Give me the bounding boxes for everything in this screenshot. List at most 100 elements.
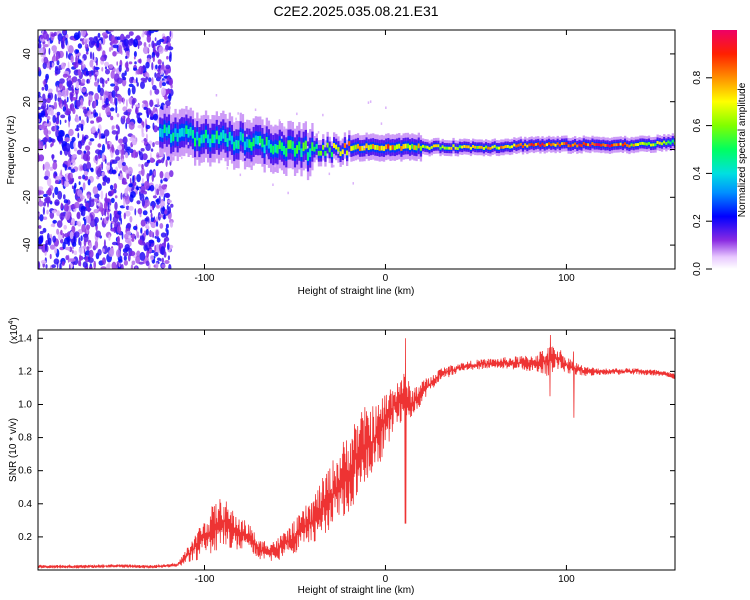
heatmap-cell: [106, 177, 111, 184]
heatmap-cell: [267, 140, 271, 149]
heatmap-cell: [135, 77, 138, 84]
heatmap-cell: [153, 170, 156, 176]
heatmap-cell: [60, 229, 63, 236]
heatmap-cell: [106, 208, 109, 215]
heatmap-cell: [56, 85, 59, 93]
heatmap-cell: [159, 128, 162, 137]
heatmap-cell: [65, 255, 69, 261]
heatmap-cell: [69, 140, 75, 150]
heatmap-cell: [42, 137, 48, 143]
heatmap-cell: [439, 146, 442, 150]
heatmap-cell: [187, 142, 189, 145]
heatmap-cell: [87, 216, 91, 224]
heatmap-cell: [90, 111, 93, 115]
heatmap-cell: [76, 221, 79, 226]
heatmap-cell: [122, 106, 128, 112]
heatmap-cell: [567, 144, 570, 148]
heatmap-cell: [400, 146, 403, 151]
heatmap-cell: [160, 232, 167, 238]
heatmap-cell: [64, 119, 67, 124]
heatmap-cell: [108, 234, 111, 241]
heatmap-cell: [278, 140, 281, 150]
heatmap-cell: [328, 172, 331, 176]
heatmap-cell: [424, 145, 427, 149]
heatmap-cell: [125, 34, 131, 39]
heatmap-cell: [422, 144, 425, 148]
heatmap-cell: [155, 262, 159, 269]
heatmap-cell: [93, 260, 96, 269]
heatmap-cell: [67, 45, 74, 54]
heatmap-cell: [458, 145, 462, 149]
snr-series-line: [38, 334, 675, 569]
colorbar-ticks: 0.0 0.2 0.4 0.6 0.8: [692, 70, 712, 276]
heatmap-cell: [272, 145, 275, 155]
heatmap-cell: [165, 89, 171, 95]
heatmap-cell: [85, 39, 87, 48]
heatmap-cell: [42, 163, 45, 171]
heatmap-cell: [578, 143, 581, 147]
heatmap-cell: [57, 33, 63, 42]
heatmap-cell: [127, 108, 132, 113]
heatmap-cell: [137, 124, 143, 129]
heatmap-cell: [168, 79, 173, 86]
heatmap-cell: [151, 40, 155, 49]
heatmap-cell: [428, 147, 431, 150]
heatmap-cell: [38, 112, 44, 117]
heatmap-cell: [110, 115, 114, 121]
heatmap-cell: [259, 143, 261, 146]
heatmap-cell: [116, 77, 123, 84]
heatmap-cell: [50, 143, 53, 148]
heatmap-cell: [172, 132, 175, 142]
heatmap-cell: [441, 145, 444, 149]
heatmap-cell: [140, 148, 145, 152]
heatmap-cell: [141, 167, 145, 177]
heatmap-cell: [52, 138, 56, 143]
heatmap-cell: [73, 256, 79, 266]
heatmap-cell: [158, 195, 161, 204]
heatmap-cell: [645, 142, 648, 146]
heatmap-cell: [68, 166, 72, 170]
heatmap-cell: [132, 175, 135, 184]
heatmap-cell: [595, 143, 598, 146]
heatmap-cell: [591, 142, 594, 145]
heatmap-cell: [118, 173, 120, 177]
spectrogram-x-tick-label: 0: [383, 273, 389, 284]
heatmap-cell: [250, 142, 253, 151]
colorbar-gradient: [712, 30, 737, 269]
colorbar: 0.0 0.2 0.4 0.6 0.8 Normalized spectral ampl…: [692, 30, 748, 276]
heatmap-cell: [128, 38, 134, 46]
heatmap-cell: [115, 156, 121, 162]
heatmap-cell: [64, 110, 71, 116]
heatmap-cell: [593, 143, 596, 147]
heatmap-cell: [163, 195, 165, 202]
heatmap-cell: [105, 192, 108, 202]
heatmap-cell: [181, 127, 184, 137]
heatmap-cell: [391, 145, 394, 150]
heatmap-cell: [109, 213, 112, 222]
heatmap-cell: [39, 230, 44, 235]
heatmap-cell: [78, 123, 82, 128]
heatmap-cell: [149, 89, 152, 96]
heatmap-cell: [48, 47, 51, 55]
heatmap-cell: [554, 143, 557, 147]
heatmap-cell: [164, 260, 170, 264]
heatmap-cell: [52, 235, 57, 243]
heatmap-cell: [152, 142, 155, 148]
heatmap-cell: [112, 39, 119, 44]
heatmap-cell: [131, 260, 136, 266]
heatmap-cell: [150, 212, 153, 219]
snr-x-tick-label: 100: [558, 574, 575, 585]
heatmap-cell: [150, 148, 154, 152]
spectrogram-x-ticks: -100 0 100: [194, 30, 575, 284]
heatmap-cell: [75, 92, 78, 100]
heatmap-cell: [127, 113, 130, 118]
colorbar-tick-label: 0.2: [692, 214, 703, 228]
heatmap-cell: [133, 38, 139, 48]
heatmap-cell: [104, 208, 107, 217]
heatmap-cell: [94, 216, 99, 224]
heatmap-cell: [138, 261, 144, 265]
heatmap-cell: [80, 30, 86, 37]
heatmap-cell: [149, 116, 155, 120]
heatmap-cell: [118, 259, 123, 263]
heatmap-cell: [508, 145, 512, 149]
